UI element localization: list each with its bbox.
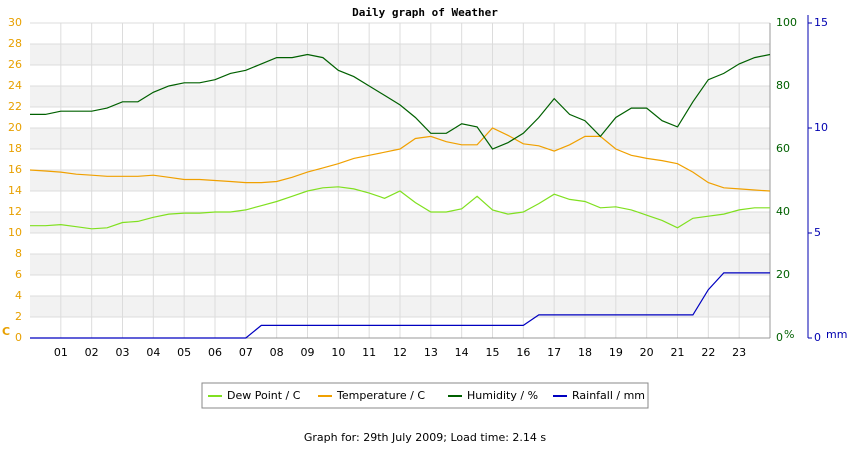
- y2-tick-label: 20: [776, 268, 790, 281]
- y-tick-label: 24: [8, 79, 22, 92]
- y-tick-label: 26: [8, 58, 22, 71]
- x-tick-label: 07: [239, 346, 253, 359]
- y2-tick-label: 40: [776, 205, 790, 218]
- series-line: [30, 272, 770, 339]
- x-tick-label: 04: [146, 346, 160, 359]
- x-tick-label: 12: [393, 346, 407, 359]
- x-tick-label: 21: [671, 346, 685, 359]
- y3-tick-label: 5: [814, 226, 821, 239]
- y-tick-label: 6: [15, 268, 22, 281]
- y2-tick-label: 100: [776, 16, 797, 29]
- y-tick-label: 16: [8, 163, 22, 176]
- y-tick-label: 22: [8, 100, 22, 113]
- x-tick-label: 09: [301, 346, 315, 359]
- legend-box: [201, 382, 649, 409]
- y-tick-label: 20: [8, 121, 22, 134]
- x-tick-label: 22: [701, 346, 715, 359]
- x-tick-label: 01: [54, 346, 68, 359]
- legend-label: Rainfall / mm: [572, 389, 645, 402]
- x-tick-label: 17: [547, 346, 561, 359]
- y-axis-unit: C: [2, 325, 10, 338]
- y3-tick-label: 10: [814, 121, 828, 134]
- x-tick-label: 11: [362, 346, 376, 359]
- y-tick-label: 30: [8, 16, 22, 29]
- y2-tick-label: 80: [776, 79, 790, 92]
- chart-title: Daily graph of Weather: [352, 6, 498, 19]
- y-tick-label: 0: [15, 331, 22, 344]
- series-line: [30, 53, 771, 150]
- x-tick-label: 14: [455, 346, 469, 359]
- y-tick-label: 12: [8, 205, 22, 218]
- x-tick-label: 20: [640, 346, 654, 359]
- x-tick-label: 05: [177, 346, 191, 359]
- legend-label: Dew Point / C: [227, 389, 301, 402]
- x-tick-label: 18: [578, 346, 592, 359]
- series-line: [29, 127, 771, 192]
- y3-tick-label: 15: [814, 16, 828, 29]
- x-tick-label: 23: [732, 346, 746, 359]
- legend-label: Temperature / C: [336, 389, 425, 402]
- y-tick-label: 2: [15, 310, 22, 323]
- y-tick-label: 10: [8, 226, 22, 239]
- y3-tick-label: 0: [814, 331, 821, 344]
- x-tick-label: 19: [609, 346, 623, 359]
- x-tick-label: 10: [331, 346, 345, 359]
- x-tick-label: 16: [516, 346, 530, 359]
- x-tick-label: 06: [208, 346, 222, 359]
- y2-tick-label: 0: [776, 331, 783, 344]
- legend-label: Humidity / %: [467, 389, 538, 402]
- footer: Graph for: 29th July 2009; Load time: 2.…: [304, 431, 547, 444]
- y-tick-label: 18: [8, 142, 22, 155]
- y-tick-label: 4: [15, 289, 22, 302]
- x-tick-label: 02: [85, 346, 99, 359]
- x-tick-label: 03: [116, 346, 130, 359]
- y-tick-label: 14: [8, 184, 22, 197]
- series-line: [30, 186, 770, 230]
- y-tick-label: 28: [8, 37, 22, 50]
- x-tick-label: 15: [486, 346, 500, 359]
- y2-axis-unit: %: [784, 328, 794, 341]
- y3-axis-unit: mm: [826, 328, 847, 341]
- x-tick-label: 13: [424, 346, 438, 359]
- y2-tick-label: 60: [776, 142, 790, 155]
- x-tick-label: 08: [270, 346, 284, 359]
- y-tick-label: 8: [15, 247, 22, 260]
